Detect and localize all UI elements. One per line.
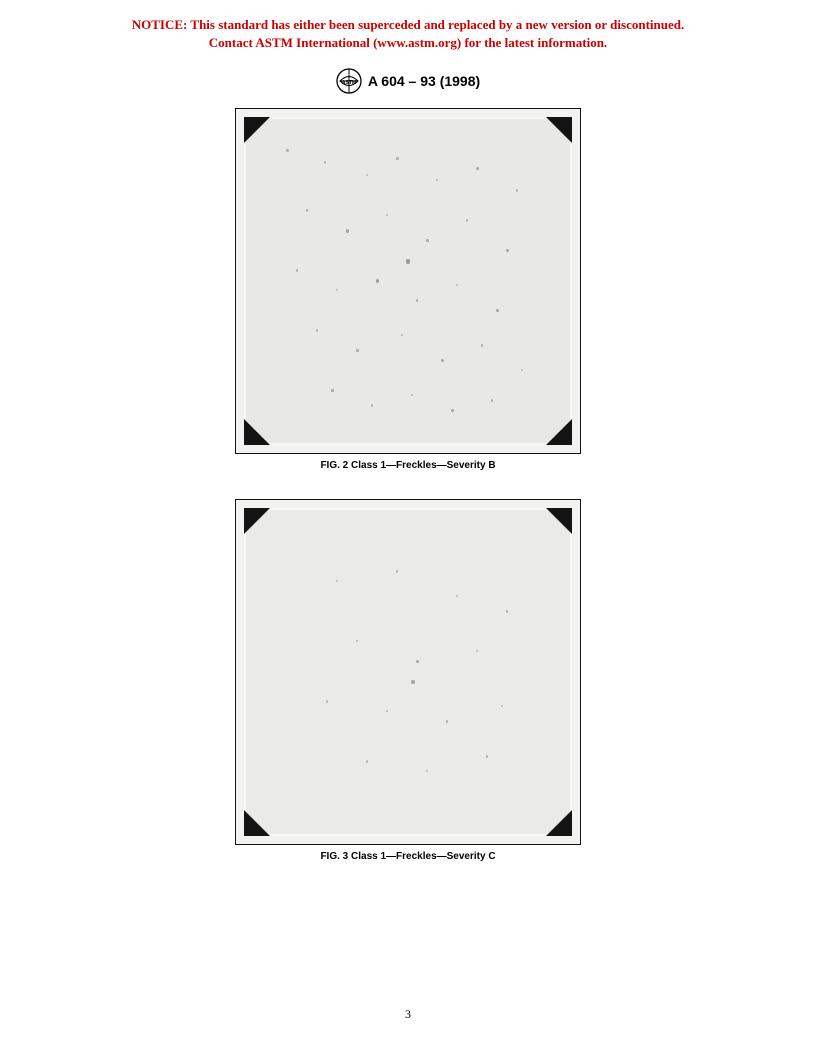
speckle-dot (441, 359, 444, 362)
figure-2-inner (244, 117, 572, 445)
speckle-dot (386, 710, 388, 712)
speckle-dot (491, 399, 493, 401)
speckle-dot (466, 219, 468, 221)
speckle-dot (336, 289, 338, 291)
speckle-dot (286, 149, 289, 152)
speckle-dot (506, 610, 508, 612)
speckle-dot (296, 269, 298, 271)
corner-triangle-icon (546, 810, 572, 836)
figure-2-frame (235, 108, 581, 454)
speckle-dot (316, 329, 318, 331)
figure-3-caption: FIG. 3 Class 1—Freckles—Severity C (320, 851, 495, 862)
corner-triangle-icon (244, 117, 270, 143)
speckle-dot (396, 570, 398, 572)
speckle-dot (416, 299, 418, 301)
corner-triangle-icon (244, 508, 270, 534)
speckle-dot (521, 369, 523, 371)
speckle-dot (456, 595, 458, 597)
speckle-dot (456, 284, 458, 286)
speckle-dot (336, 580, 338, 582)
corner-triangle-icon (546, 508, 572, 534)
speckle-dot (476, 167, 479, 170)
speckle-dot (486, 755, 488, 757)
figure-3-inner (244, 508, 572, 836)
corner-triangle-icon (244, 419, 270, 445)
speckle-dot (436, 179, 438, 181)
speckle-dot (396, 157, 399, 160)
speckle-dot (406, 259, 410, 263)
standard-header: ASTM A 604 – 93 (1998) (0, 68, 816, 94)
speckle-dot (426, 239, 429, 242)
notice-line-1: NOTICE: This standard has either been su… (0, 16, 816, 34)
speckle-dot (306, 209, 308, 211)
speckle-dot (331, 389, 334, 392)
corner-triangle-icon (546, 117, 572, 143)
speckle-dot (356, 640, 358, 642)
page-number: 3 (0, 1007, 816, 1022)
notice-banner: NOTICE: This standard has either been su… (0, 0, 816, 52)
speckle-dot (411, 394, 413, 396)
speckle-dot (496, 309, 499, 312)
svg-text:ASTM: ASTM (342, 80, 356, 86)
speckle-dot (371, 404, 373, 406)
speckle-dot (376, 279, 379, 282)
corner-triangle-icon (546, 419, 572, 445)
speckle-dot (426, 770, 428, 772)
figure-3-frame (235, 499, 581, 845)
figure-2-block: FIG. 2 Class 1—Freckles—Severity B (235, 108, 581, 471)
speckle-dot (481, 344, 483, 346)
corner-triangle-icon (244, 810, 270, 836)
speckle-dot (346, 229, 349, 232)
speckle-dot (446, 720, 448, 722)
speckle-dot (401, 334, 403, 336)
speckle-dot (411, 680, 415, 684)
speckle-dot (326, 700, 328, 702)
speckle-dot (366, 760, 368, 762)
figures-container: FIG. 2 Class 1—Freckles—Severity B FIG. … (0, 108, 816, 862)
speckle-dot (501, 705, 503, 707)
speckle-dot (416, 660, 419, 663)
speckle-dot (516, 189, 518, 191)
speckle-dot (451, 409, 454, 412)
designation-text: A 604 – 93 (1998) (368, 73, 480, 89)
notice-line-2: Contact ASTM International (www.astm.org… (0, 34, 816, 52)
speckle-dot (366, 174, 368, 176)
figure-2-caption: FIG. 2 Class 1—Freckles—Severity B (320, 460, 495, 471)
figure-3-block: FIG. 3 Class 1—Freckles—Severity C (235, 499, 581, 862)
speckle-dot (356, 349, 359, 352)
speckle-dot (506, 249, 509, 252)
speckle-dot (476, 650, 478, 652)
speckle-dot (386, 214, 388, 216)
speckle-dot (324, 161, 326, 163)
astm-logo-icon: ASTM (336, 68, 362, 94)
